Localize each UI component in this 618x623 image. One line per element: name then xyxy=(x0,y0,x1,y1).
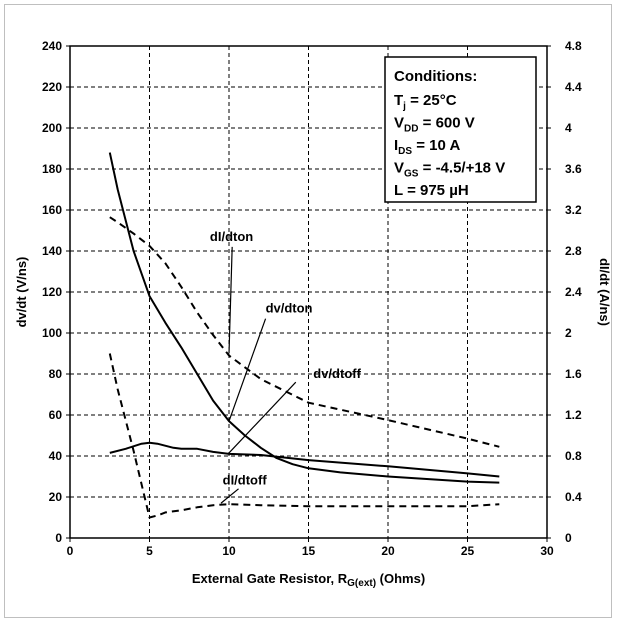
y-right-tick-label: 1.2 xyxy=(565,408,582,422)
y-left-tick-label: 40 xyxy=(49,449,63,463)
conditions-line-subscript: j xyxy=(402,101,406,112)
x-tick-label: 30 xyxy=(540,544,554,558)
x-tick-label: 15 xyxy=(302,544,316,558)
annotation-leader xyxy=(228,318,267,422)
annotation-label: dv/dton xyxy=(266,301,313,316)
y-right-tick-label: 2 xyxy=(565,326,572,340)
conditions-line: VGS = -4.5/+18 V xyxy=(394,160,505,180)
y-right-tick-label: 3.6 xyxy=(565,162,582,176)
x-axis-title: External Gate Resistor, RG(ext) (Ohms) xyxy=(192,571,425,589)
y-left-tick-label: 160 xyxy=(42,203,62,217)
conditions-line-subscript: DD xyxy=(404,124,418,135)
y-right-tick-label: 2.8 xyxy=(565,244,582,258)
y-right-tick-label: 0.8 xyxy=(565,449,582,463)
x-axis-title-suffix: (Ohms) xyxy=(376,571,425,586)
y-right-tick-label: 1.6 xyxy=(565,367,582,381)
chart-frame xyxy=(4,4,612,618)
y-left-tick-label: 180 xyxy=(42,162,62,176)
annotation-label: dI/dton xyxy=(210,229,253,244)
conditions-line: Tj = 25°C xyxy=(394,92,457,112)
conditions-line-value: = -4.5/+18 V xyxy=(418,160,505,177)
conditions-line: L = 975 µH xyxy=(394,182,469,199)
y-left-tick-label: 0 xyxy=(55,531,62,545)
y-left-tick-label: 240 xyxy=(42,39,62,53)
y-left-tick-label: 60 xyxy=(49,408,63,422)
conditions-line-symbol: I xyxy=(394,137,398,154)
y-right-tick-label: 3.2 xyxy=(565,203,582,217)
annotation-leader xyxy=(228,381,297,454)
y-right-tick-label: 4 xyxy=(565,121,572,135)
conditions-line-subscript: DS xyxy=(398,146,412,157)
x-tick-label: 25 xyxy=(461,544,475,558)
series-layer xyxy=(108,152,500,519)
conditions-line-value: = 600 V xyxy=(418,115,474,132)
annotation-label: dv/dtoff xyxy=(313,366,361,381)
grid xyxy=(70,46,547,538)
conditions-line-symbol: L xyxy=(394,182,403,199)
y-axis-right-title: dI/dt (A/ns) xyxy=(597,258,612,326)
y-left-tick-label: 100 xyxy=(42,326,62,340)
conditions-line-symbol: T xyxy=(394,92,403,109)
series-line-dv-dtoff xyxy=(109,441,500,478)
conditions-line: IDS = 10 A xyxy=(394,137,460,157)
conditions-line-symbol: V xyxy=(394,115,404,132)
conditions-title: Conditions: xyxy=(394,68,477,85)
y-left-tick-label: 120 xyxy=(42,285,62,299)
y-left-tick-label: 140 xyxy=(42,244,62,258)
conditions-line-value: = 25°C xyxy=(406,92,457,109)
annotation-leader xyxy=(220,488,239,504)
y-right-tick-label: 4.8 xyxy=(565,39,582,53)
conditions-box-border xyxy=(384,56,537,203)
annotations-layer: dI/dton dv/dton dv/dtoff dI/dtoff xyxy=(210,229,362,504)
y-right-tick-label: 0 xyxy=(565,531,572,545)
conditions-line-symbol: V xyxy=(394,160,404,177)
series-line-dv-dton xyxy=(108,152,500,484)
annotation-label: dI/dtoff xyxy=(223,473,268,488)
y-left-tick-label: 20 xyxy=(49,490,63,504)
x-tick-label: 10 xyxy=(222,544,236,558)
conditions-line-value: = 975 µH xyxy=(403,182,469,199)
x-axis-title-sub: G(ext) xyxy=(347,578,376,589)
axes: 0 5 10 15 20 25 300204060801001201401601802002… xyxy=(42,39,582,558)
conditions-line-subscript: GS xyxy=(404,169,419,180)
x-tick-label: 5 xyxy=(146,544,153,558)
conditions-line: VDD = 600 V xyxy=(394,115,475,135)
annotation-leader xyxy=(228,246,233,354)
y-right-tick-label: 0.4 xyxy=(565,490,582,504)
x-tick-label: 0 xyxy=(67,544,74,558)
conditions-line-value: = 10 A xyxy=(412,137,460,154)
y-right-tick-label: 2.4 xyxy=(565,285,582,299)
series-line-di-dton xyxy=(109,216,500,448)
y-left-tick-label: 80 xyxy=(49,367,63,381)
y-left-tick-label: 220 xyxy=(42,80,62,94)
y-left-tick-label: 200 xyxy=(42,121,62,135)
y-right-tick-label: 4.4 xyxy=(565,80,582,94)
y-axis-left-title: dv/dt (V/ns) xyxy=(14,257,29,328)
x-tick-label: 20 xyxy=(381,544,395,558)
series-line-di-dtoff xyxy=(108,353,500,519)
x-axis-title-main: External Gate Resistor, R xyxy=(192,571,348,586)
